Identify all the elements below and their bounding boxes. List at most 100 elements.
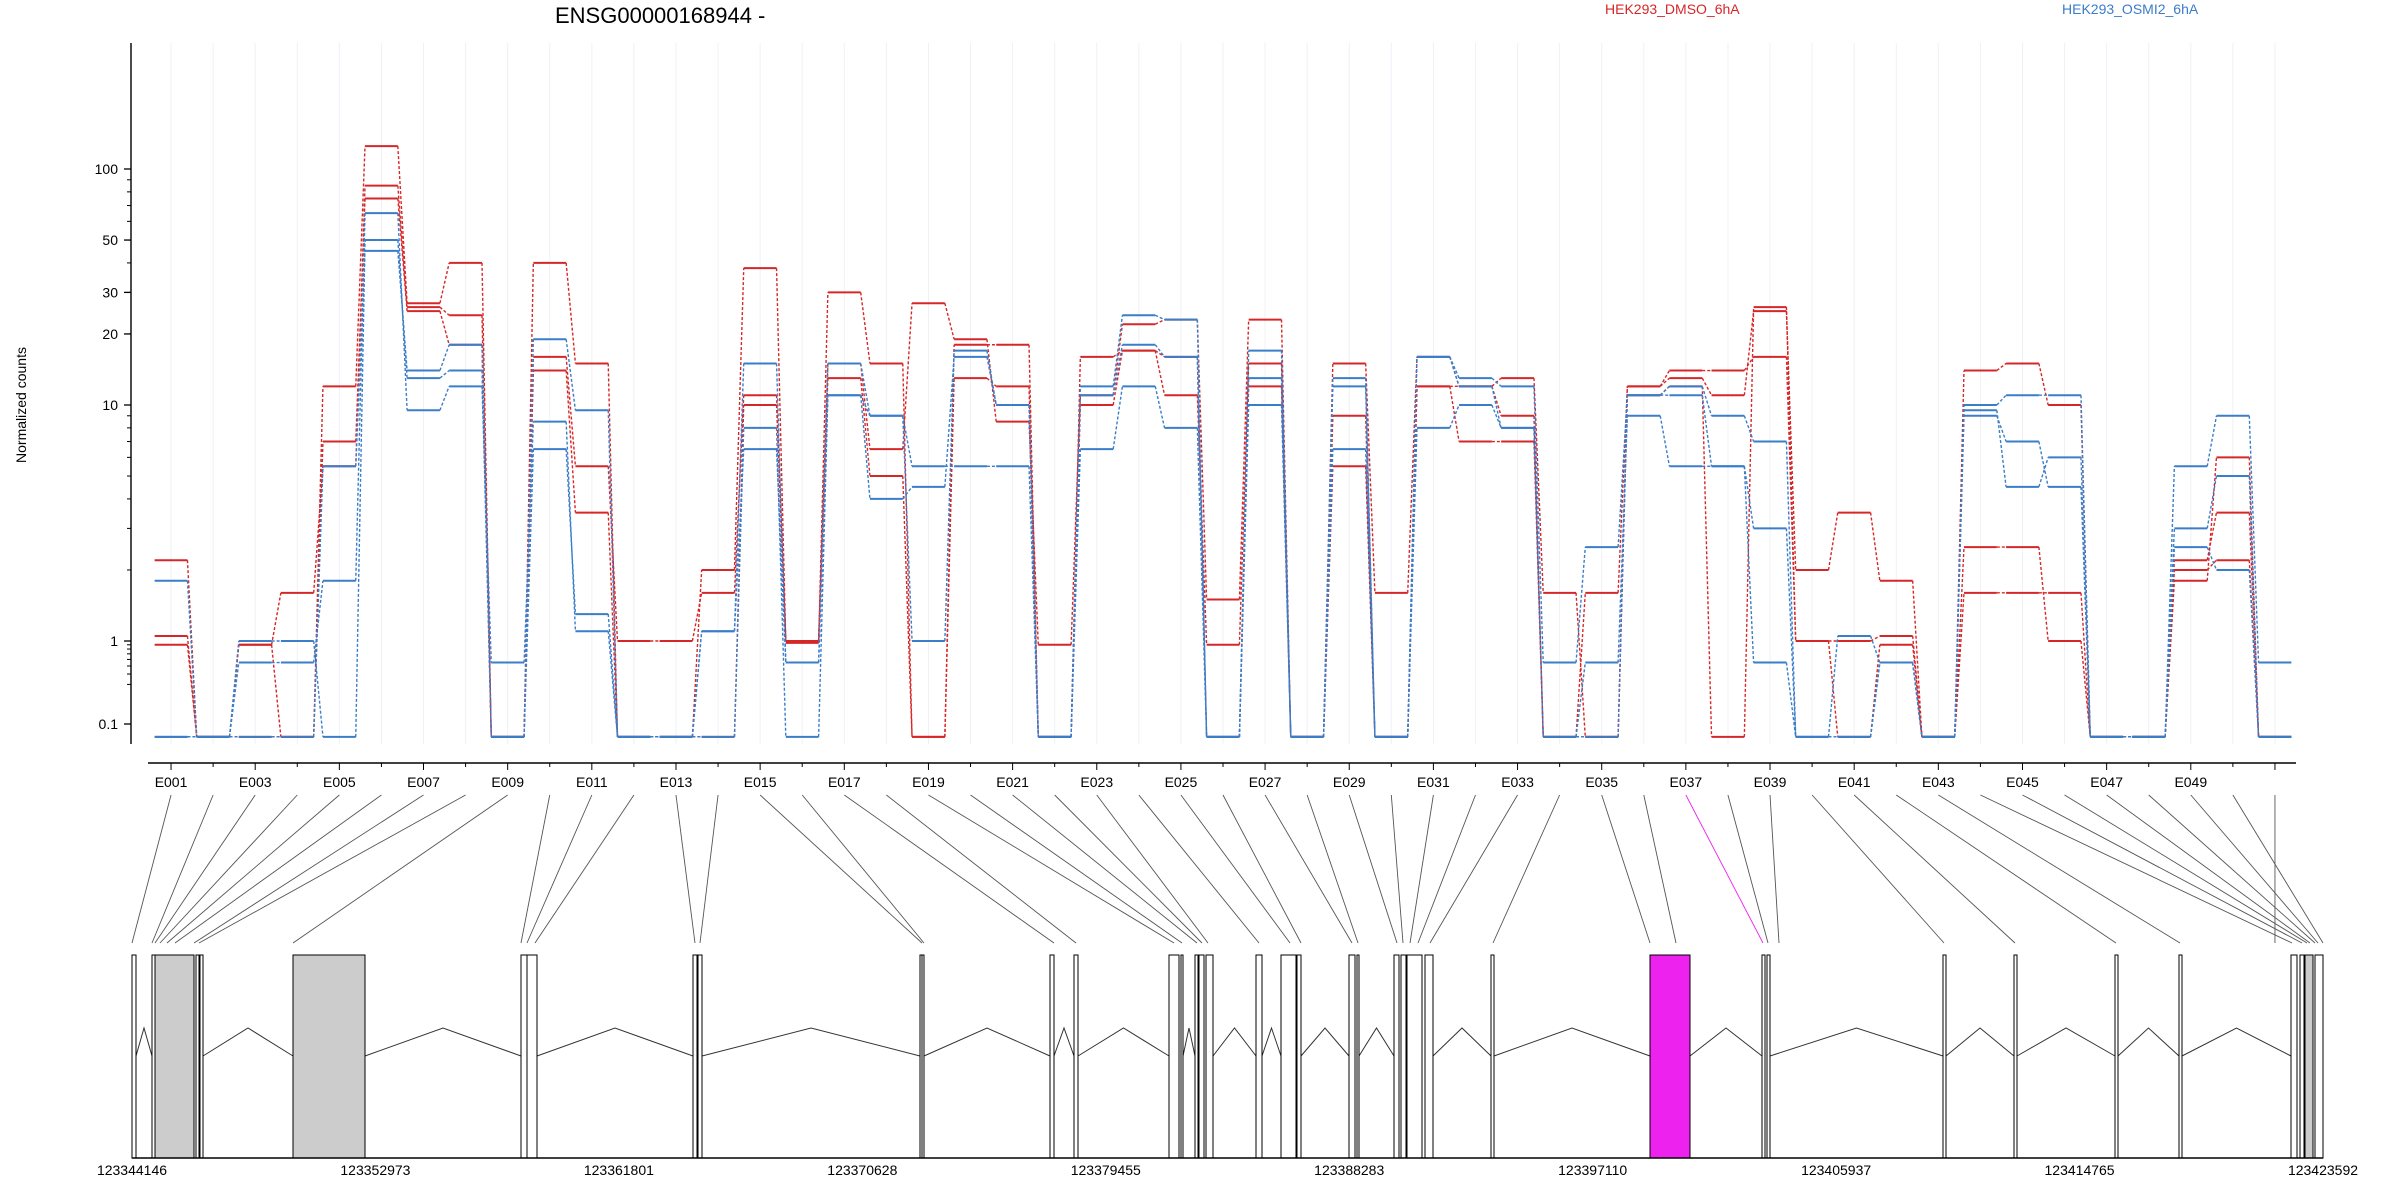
series-connector: [1364, 449, 1376, 737]
intron-line: [1432, 1027, 1492, 1057]
intron-line: [2181, 1027, 2292, 1057]
series-connector: [1870, 635, 1881, 642]
exon-connector: [520, 794, 551, 944]
series-connector: [397, 250, 408, 371]
exon-label: E003: [239, 774, 272, 790]
chart-title: ENSG00000168944 -: [555, 3, 765, 28]
exon-connector: [2106, 794, 2311, 944]
exon-label: E013: [660, 774, 693, 790]
series-connector: [1827, 635, 1839, 737]
series-connector: [944, 356, 955, 487]
exon-connector: [759, 794, 923, 944]
exon-connector: [2190, 794, 2319, 944]
series-connector: [439, 344, 450, 371]
series-connector: [2206, 457, 2218, 581]
series-connector: [1449, 356, 1460, 387]
series-connector: [944, 350, 955, 642]
y-ticks: 100 50 30 20 10 1 0.1: [95, 161, 131, 732]
series-connector: [1575, 592, 1586, 737]
exon-label: E015: [744, 774, 777, 790]
exon-box: [292, 954, 366, 1159]
legend-entry-osmi2: HEK293_OSMI2_6hA: [2062, 1, 2199, 17]
series-connector: [2206, 546, 2218, 571]
series-connector: [397, 239, 408, 379]
exon-label: E037: [1670, 774, 1703, 790]
series-connector: [1196, 356, 1208, 737]
exon-connector: [526, 794, 593, 944]
exon-box: [2304, 954, 2314, 1159]
coordinate-label: 123352973: [340, 1162, 410, 1178]
series-connector: [1322, 386, 1334, 737]
series-connector: [1154, 319, 1165, 325]
exon-label: E035: [1585, 774, 1618, 790]
y-tick-label: 50: [102, 232, 118, 248]
series-connector: [860, 292, 871, 364]
series-connector: [1533, 386, 1544, 663]
exon-connector: [675, 794, 696, 944]
series-connector: [1911, 644, 1923, 737]
series-connector: [902, 476, 913, 737]
series-connector: [733, 268, 745, 570]
exon-box: [199, 954, 204, 1159]
series-connector: [1238, 363, 1250, 645]
series-connector: [1112, 344, 1124, 396]
exon-connector: [1012, 794, 1198, 944]
gene-model: [131, 954, 2324, 1159]
series-connector: [860, 394, 871, 417]
exon-connector: [151, 794, 214, 944]
exon-connector: [1138, 794, 1260, 944]
exon-label: E033: [1501, 774, 1534, 790]
intron-line: [1358, 1027, 1395, 1057]
exon-label: E031: [1417, 774, 1450, 790]
series-connector: [397, 213, 408, 411]
series-connector: [2080, 395, 2091, 737]
series-connector: [1533, 427, 1544, 737]
series-connector: [1954, 410, 1965, 737]
series-connector: [1701, 386, 1713, 417]
series-connector: [1996, 362, 2007, 372]
series-connector: [1280, 404, 1292, 737]
series-connector: [523, 262, 535, 737]
series-connector: [607, 363, 619, 737]
series-connector: [1827, 640, 1839, 737]
series-connector: [860, 395, 871, 499]
exon-connector: [2148, 794, 2316, 944]
exon-connector: [1643, 794, 1677, 944]
coordinate-label: 123397110: [1558, 1162, 1627, 1178]
exon-label: E005: [323, 774, 356, 790]
series-connector: [312, 640, 324, 737]
series-connector: [860, 378, 871, 477]
series-connector: [1449, 356, 1460, 379]
series-connector: [1869, 662, 1881, 737]
exon-box: [2290, 954, 2298, 1159]
exon-connector: [1727, 794, 1769, 944]
exon-label: E029: [1333, 774, 1366, 790]
exon-box: [1406, 954, 1423, 1159]
exon-box: [2178, 954, 2183, 1159]
series-connector: [565, 356, 577, 467]
exon-connector: [1264, 794, 1353, 944]
series-osmi2-rep3: [154, 249, 2292, 738]
series-connector: [944, 378, 955, 737]
exon-box: [1348, 954, 1356, 1159]
exon-ticks: E001 E003 E005 E007 E009 E011 E013 E015 E017 E019…: [155, 763, 2276, 790]
exon-box: [520, 954, 528, 1159]
exon-connector: [928, 794, 1175, 944]
exon-box: [1049, 954, 1055, 1159]
series-connector: [2038, 441, 2049, 487]
series-connector: [1617, 395, 1629, 548]
intron-line: [1212, 1027, 1257, 1057]
exon-box: [2299, 954, 2305, 1159]
series-connector: [1154, 350, 1166, 396]
exon-box: [692, 954, 698, 1159]
intron-line: [135, 1026, 153, 1057]
intron-line: [1769, 1027, 1944, 1057]
exon-connector: [193, 794, 424, 944]
exon-label: E019: [912, 774, 945, 790]
series-connector: [902, 363, 913, 737]
y-tick-label: 30: [102, 284, 118, 300]
series-connector: [1954, 592, 1965, 737]
coordinate-label: 123405937: [1801, 1162, 1871, 1178]
series-connector: [2248, 512, 2260, 737]
